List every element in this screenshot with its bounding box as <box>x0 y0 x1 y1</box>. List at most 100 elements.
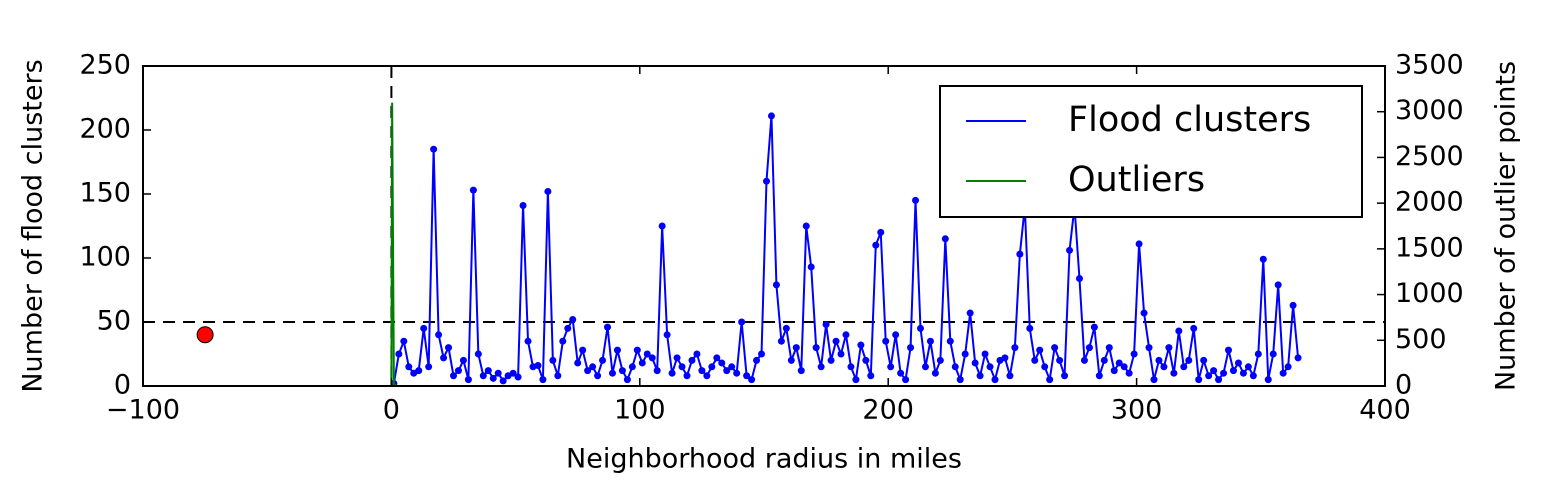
data-point <box>604 323 612 331</box>
data-point <box>693 350 701 358</box>
data-point <box>668 369 676 377</box>
data-point <box>1135 240 1143 248</box>
data-point <box>931 369 939 377</box>
x-tick-label: −100 <box>106 395 180 426</box>
data-point <box>743 372 751 380</box>
data-point <box>857 341 865 349</box>
data-point <box>663 331 671 339</box>
data-point <box>907 344 915 352</box>
data-point <box>753 356 761 364</box>
x-tick-label: 0 <box>383 395 400 426</box>
data-point <box>415 367 423 375</box>
data-point <box>897 369 905 377</box>
data-point <box>1279 369 1287 377</box>
data-point <box>623 376 631 384</box>
data-point <box>594 372 602 380</box>
data-point <box>951 363 959 371</box>
x-tick-label: 400 <box>1359 395 1411 426</box>
data-point <box>1011 344 1019 352</box>
data-point <box>1120 363 1128 371</box>
data-point <box>648 354 656 362</box>
y-axis-label: Number of flood clusters <box>18 59 49 392</box>
highlight-point <box>196 326 214 344</box>
data-point <box>1220 369 1228 377</box>
data-point <box>459 356 467 364</box>
legend: Flood clusters Outliers <box>939 85 1363 218</box>
data-point <box>812 344 820 352</box>
legend-label: Flood clusters <box>1068 100 1311 140</box>
data-point <box>454 367 462 375</box>
data-point <box>658 222 666 230</box>
data-point <box>912 196 920 204</box>
data-point <box>484 367 492 375</box>
data-point <box>708 363 716 371</box>
data-point <box>971 359 979 367</box>
data-point <box>1264 376 1272 384</box>
x-tick-label: 300 <box>1111 395 1163 426</box>
data-point <box>961 350 969 358</box>
data-point <box>981 350 989 358</box>
data-point <box>748 376 756 384</box>
data-point <box>534 362 542 370</box>
data-point <box>698 367 706 375</box>
data-point <box>1016 250 1024 258</box>
data-point <box>618 367 626 375</box>
data-point <box>1170 369 1178 377</box>
data-point <box>772 281 780 289</box>
data-point <box>842 331 850 339</box>
data-point <box>489 374 497 382</box>
data-point <box>554 372 562 380</box>
data-point <box>991 376 999 384</box>
data-point <box>738 318 746 326</box>
data-point <box>613 346 621 354</box>
data-point <box>1095 372 1103 380</box>
data-point <box>1254 350 1262 358</box>
x-tick-label: 200 <box>862 395 914 426</box>
data-point <box>1269 350 1277 358</box>
data-point <box>494 369 502 377</box>
data-point <box>782 324 790 332</box>
data-point <box>608 369 616 377</box>
data-point <box>395 350 403 358</box>
data-point <box>877 228 885 236</box>
data-point <box>559 337 567 345</box>
plot-layer <box>143 66 1385 386</box>
data-point <box>1075 274 1083 282</box>
data-point <box>956 376 964 384</box>
data-point <box>872 241 880 249</box>
data-point <box>976 372 984 380</box>
y2-tick-label: 3000 <box>1395 95 1464 126</box>
data-point <box>713 354 721 362</box>
data-point <box>519 202 527 210</box>
data-point <box>589 363 597 371</box>
data-point <box>549 356 557 364</box>
data-point <box>822 321 830 329</box>
y2-axis-label: Number of outlier points <box>1491 61 1522 391</box>
data-point <box>916 324 924 332</box>
data-point <box>936 356 944 364</box>
data-point <box>1175 327 1183 335</box>
data-point <box>723 367 731 375</box>
data-point <box>509 369 517 377</box>
data-point <box>425 363 433 371</box>
data-point <box>802 222 810 230</box>
data-point <box>887 363 895 371</box>
plot-frame <box>142 65 1386 387</box>
data-point <box>450 372 457 380</box>
data-point <box>688 356 696 364</box>
data-point <box>777 337 785 345</box>
data-point <box>1145 344 1153 352</box>
data-point <box>673 354 681 362</box>
y2-tick-label: 2000 <box>1395 187 1464 218</box>
data-point <box>892 331 900 339</box>
data-point <box>420 324 428 332</box>
data-point <box>986 363 994 371</box>
data-point <box>728 363 736 371</box>
data-point <box>817 363 825 371</box>
data-point <box>435 331 443 339</box>
data-point <box>1210 367 1218 375</box>
data-point <box>1006 372 1014 380</box>
data-point <box>1195 376 1203 384</box>
data-point <box>643 350 651 358</box>
